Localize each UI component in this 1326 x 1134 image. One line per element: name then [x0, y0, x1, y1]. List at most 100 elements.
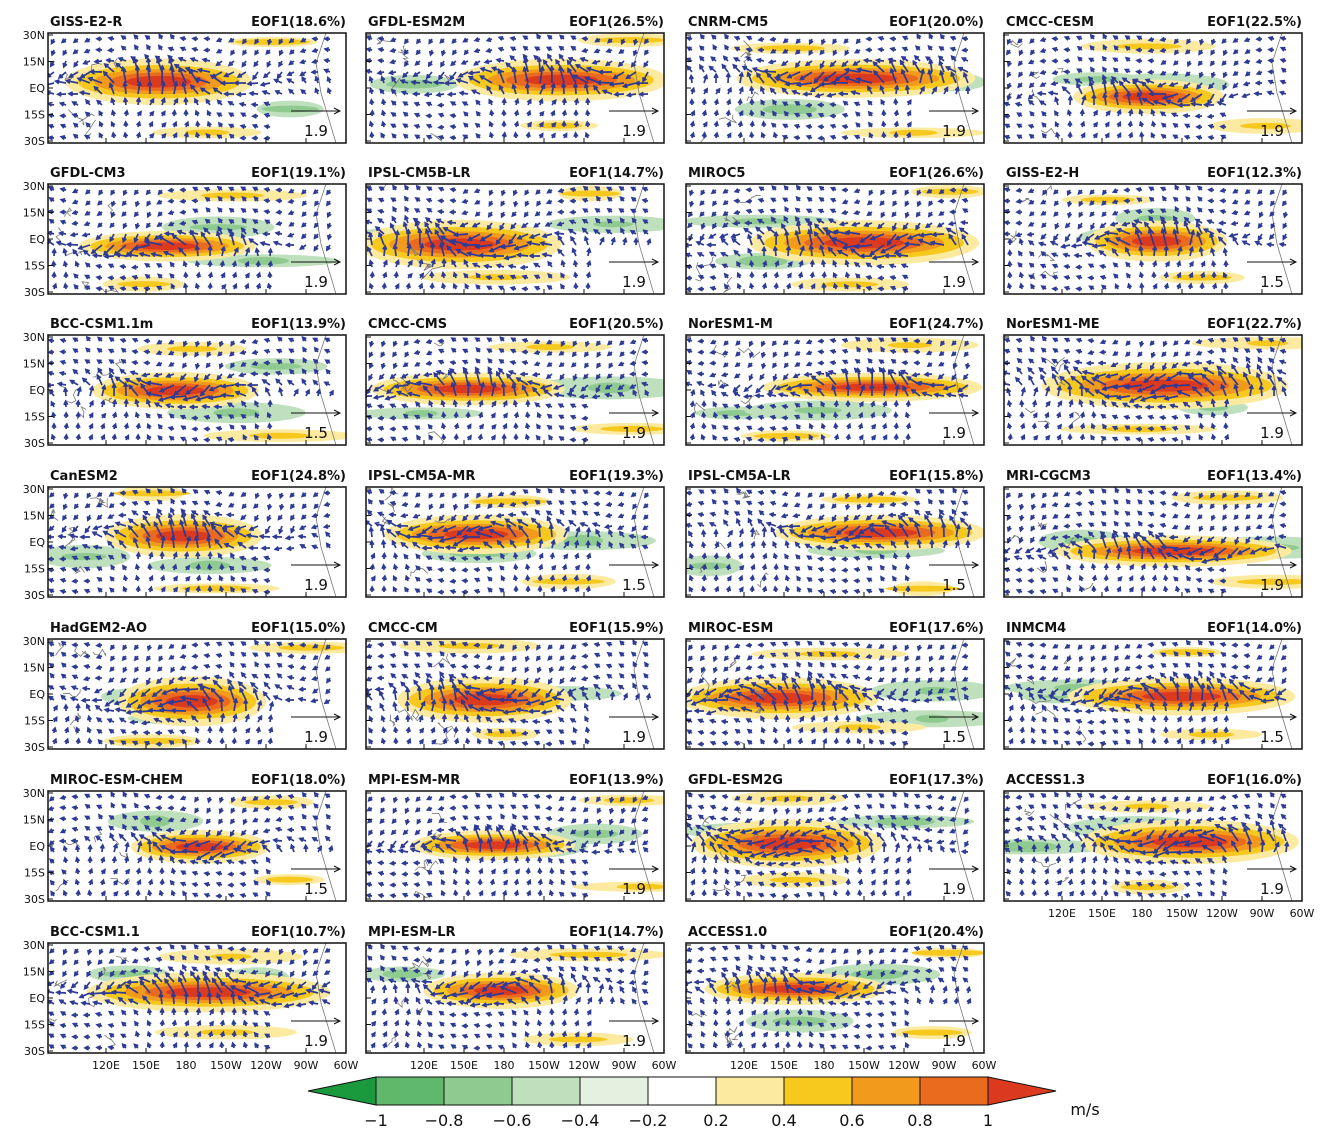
shading-positive	[278, 644, 345, 651]
shading-negative	[762, 104, 817, 115]
coastline	[1023, 791, 1293, 901]
shading-negative	[1075, 76, 1119, 83]
shading-positive	[753, 433, 820, 440]
map-panel: 1.9 MPI-ESM-MR EOF1(13.9%)	[365, 773, 665, 902]
shading-positive	[1193, 494, 1262, 501]
panel-title: CMCC-CM	[368, 621, 438, 636]
lon-label: 60W	[652, 1059, 677, 1072]
map-panel: 1.5 IPSL-CM5A-MR EOF1(19.3%)	[365, 469, 665, 598]
map-body	[1004, 487, 1302, 597]
panel-eof: EOF1(13.9%)	[251, 317, 346, 332]
panel-eof: EOF1(20.5%)	[569, 317, 664, 332]
lat-label: 15N	[23, 510, 45, 523]
reference-value: 1.9	[942, 1032, 966, 1050]
panel-eof: EOF1(14.7%)	[569, 925, 664, 940]
reference-arrowhead	[971, 107, 980, 115]
coastline	[702, 791, 975, 901]
lat-label: EQ	[29, 536, 45, 549]
coastline	[376, 33, 655, 143]
colorbar-segment	[783, 1076, 853, 1106]
shading-positive	[200, 192, 264, 199]
colorbar-unit: m/s	[1070, 1100, 1099, 1119]
lat-label: 30N	[23, 29, 45, 42]
panel-eof: EOF1(16.0%)	[1207, 773, 1302, 788]
reference-value: 1.5	[942, 576, 966, 594]
shading-positive	[1132, 547, 1215, 555]
reference-arrowhead	[651, 561, 660, 569]
lat-label: 30S	[24, 437, 45, 450]
shading-positive	[166, 345, 218, 352]
shading-positive	[1115, 43, 1182, 50]
map-body	[686, 943, 984, 1053]
shading-positive	[769, 876, 822, 883]
reference-arrowhead	[971, 409, 980, 417]
map-body	[48, 791, 337, 901]
map-panel: 1.9 BCC-CSM1.1 EOF1(10.7%) 30N 15N EQ 15S 30S 12…	[23, 925, 359, 1072]
shading-positive	[1247, 340, 1289, 347]
map-panel: 1.9 CMCC-CMS EOF1(20.5%)	[365, 317, 665, 446]
lat-label: EQ	[29, 992, 45, 1005]
map-panel: 1.9 MRI-CGCM3 EOF1(13.4%)	[1003, 469, 1303, 598]
lat-label: 15S	[24, 411, 45, 424]
colorbar-segment	[851, 1076, 921, 1106]
shading-positive	[889, 129, 938, 136]
lon-label: 150E	[450, 1059, 478, 1072]
panel-eof: EOF1(19.3%)	[569, 469, 664, 484]
wind-vectors	[1004, 791, 1290, 899]
reference-value: 1.9	[942, 273, 966, 291]
panel-title: MIROC5	[688, 166, 745, 181]
reference-arrowhead	[333, 561, 342, 569]
reference-value: 1.9	[942, 880, 966, 898]
lat-label: 15S	[24, 563, 45, 576]
panel-title: MPI-ESM-LR	[368, 925, 456, 940]
lon-label: 90W	[1250, 907, 1275, 920]
map-body	[366, 33, 664, 143]
colorbar-extension	[987, 1076, 1057, 1106]
colorbar-segment	[647, 1076, 717, 1106]
map-body	[48, 487, 337, 597]
lon-label: 120E	[92, 1059, 120, 1072]
wind-vectors	[366, 943, 649, 1051]
reference-value: 1.9	[942, 122, 966, 140]
shading-positive	[901, 1029, 963, 1036]
map-body	[366, 487, 656, 597]
lat-label: EQ	[29, 384, 45, 397]
reference-value: 1.9	[304, 1032, 328, 1050]
map-panel: 1.9 CNRM-CM5 EOF1(20.0%)	[685, 15, 985, 144]
map-panel: 1.9 GFDL-ESM2G EOF1(17.3%)	[685, 773, 985, 902]
reference-value: 1.5	[304, 424, 328, 442]
map-panel: 1.9 HadGEM2-AO EOF1(15.0%) 30N 15N EQ 15S 30S	[23, 621, 347, 754]
reference-arrowhead	[651, 258, 660, 266]
map-panel: 1.5 MIROC-ESM EOF1(17.6%)	[685, 621, 985, 750]
colorbar-label: −0.2	[629, 1111, 668, 1130]
panel-eof: EOF1(13.4%)	[1207, 469, 1302, 484]
shading-positive	[526, 344, 574, 351]
panel-title: GFDL-ESM2G	[688, 773, 783, 788]
shading-positive	[536, 122, 583, 129]
panel-eof: EOF1(22.7%)	[1207, 317, 1302, 332]
wind-vectors	[686, 487, 973, 595]
reference-value: 1.9	[622, 424, 646, 442]
map-panel: 1.5 INMCM4 EOF1(14.0%)	[1003, 621, 1303, 750]
lat-label: 30S	[24, 589, 45, 602]
reference-value: 1.9	[304, 728, 328, 746]
panel-title: INMCM4	[1006, 621, 1066, 636]
lat-label: 15N	[23, 56, 45, 69]
coastline	[380, 487, 655, 597]
panel-eof: EOF1(20.4%)	[889, 925, 984, 940]
lon-label: 180	[494, 1059, 515, 1072]
reference-arrowhead	[333, 107, 342, 115]
panel-title: MIROC-ESM-CHEM	[50, 773, 183, 788]
panel-eof: EOF1(22.5%)	[1207, 15, 1302, 30]
reference-arrowhead	[651, 107, 660, 115]
map-panel: 1.9 GFDL-ESM2M EOF1(26.5%)	[365, 15, 665, 144]
panel-eof: EOF1(13.9%)	[569, 773, 664, 788]
reference-arrowhead	[651, 1017, 660, 1025]
map-body	[48, 335, 346, 445]
panel-eof: EOF1(14.0%)	[1207, 621, 1302, 636]
panel-title: CanESM2	[50, 469, 118, 484]
wind-vectors	[1004, 184, 1289, 292]
shading-negative	[915, 714, 949, 723]
panel-eof: EOF1(15.9%)	[569, 621, 664, 636]
